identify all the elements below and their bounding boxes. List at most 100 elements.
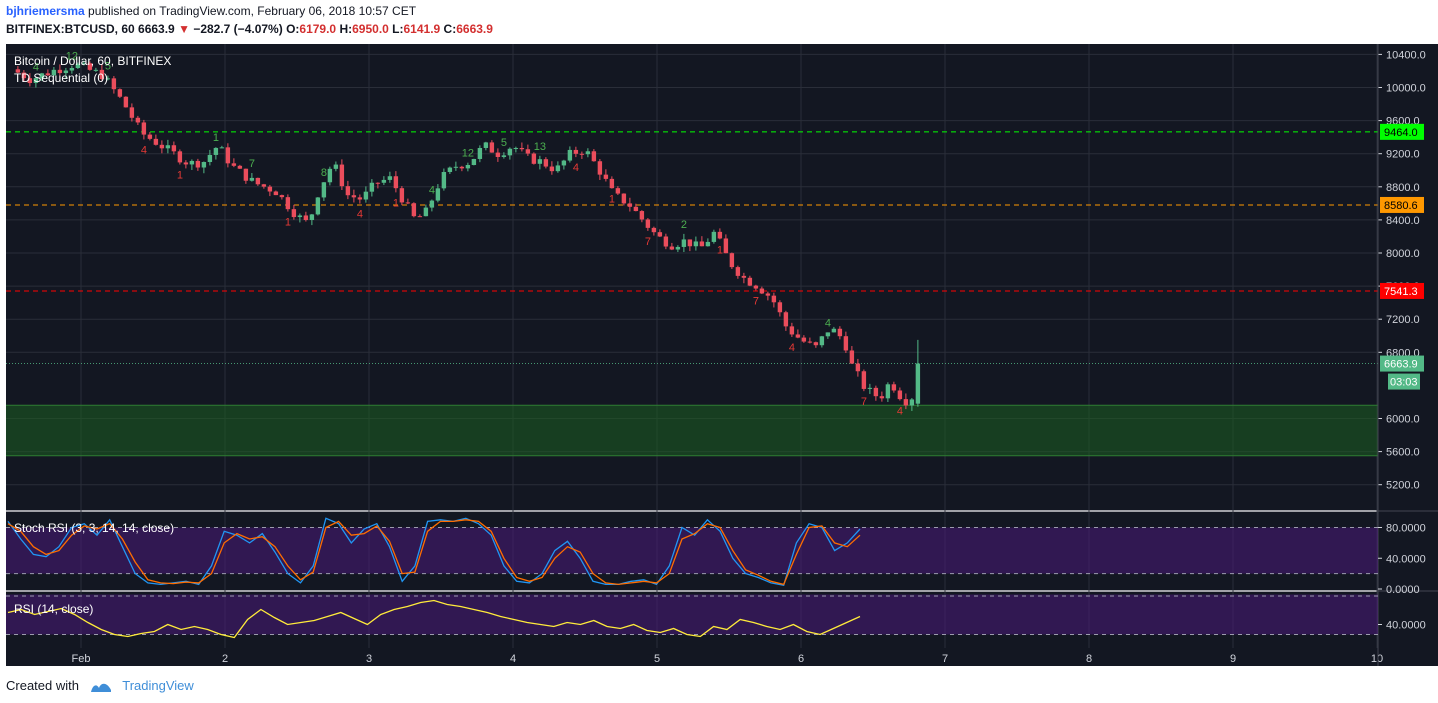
candle-body (789, 326, 795, 335)
candle-body (519, 147, 525, 150)
candle-body (477, 147, 483, 159)
td-count-label: 4 (33, 61, 39, 73)
x-tick-label: 8 (1086, 653, 1092, 665)
candle-body (735, 267, 741, 276)
candle-body (669, 246, 675, 250)
price-tag-label: 7541.3 (1384, 286, 1418, 298)
candle-body (453, 166, 459, 168)
candle-body (717, 231, 723, 239)
x-tick-label: 7 (942, 653, 948, 665)
candle-body (129, 107, 135, 118)
y-tick-label: 9200.0 (1386, 149, 1420, 161)
candle-body (333, 164, 339, 169)
td-count-label: 4 (429, 185, 435, 197)
td-count-label: 7 (249, 158, 255, 170)
candle-body (603, 174, 609, 179)
candle-body (873, 387, 879, 397)
candle-body (537, 159, 543, 164)
candle-body (261, 184, 267, 187)
candle-body (381, 179, 387, 183)
y-tick-label: 6000.0 (1386, 414, 1420, 426)
candle-body (51, 69, 57, 76)
candle-body (915, 363, 921, 404)
candle-body (591, 151, 597, 162)
price-panel-bg (6, 44, 1378, 510)
candle-body (39, 73, 45, 79)
candle-body (189, 160, 195, 165)
candle-body (579, 153, 585, 155)
candle-body (819, 336, 825, 346)
candles-group: 4 12 5 4 1 1 7 1 8 4 1 4 12 5 13 4 1 7 2 1 7 4 4 7 4 (15, 51, 921, 418)
td-count-label: 7 (753, 295, 759, 307)
candle-body (345, 186, 351, 196)
td-count-label: 7 (861, 396, 867, 408)
candle-body (693, 241, 699, 247)
symbol-label: BITFINEX:BTCUSD, 60 (6, 22, 135, 36)
candle-body (57, 69, 63, 74)
candle-body (363, 191, 369, 200)
y-tick-label: 10000.0 (1386, 83, 1426, 95)
candle-body (705, 241, 711, 247)
publish-info: published on TradingView.com, February 0… (88, 4, 417, 18)
td-count-label: 1 (393, 197, 399, 209)
candle-body (675, 246, 681, 250)
candle-body (813, 342, 819, 346)
y-tick-label: 10400.0 (1386, 49, 1426, 61)
candle-body (687, 239, 693, 247)
candle-body (105, 78, 111, 80)
candle-body (177, 151, 183, 163)
candle-body (651, 227, 657, 233)
candle-body (465, 165, 471, 169)
stoch-y-tick-label: 80.0000 (1386, 523, 1426, 535)
author-link[interactable]: bjhriemersma (6, 4, 85, 18)
candle-body (507, 148, 513, 156)
countdown-label: 03:03 (1390, 377, 1418, 389)
candle-body (315, 197, 321, 215)
candle-body (879, 396, 885, 399)
support-zone (6, 405, 1378, 456)
price-tag-label: 8580.6 (1384, 200, 1418, 212)
symbol-header: BITFINEX:BTCUSD, 60 6663.9 ▼ −282.7 (−4.… (6, 22, 493, 36)
candle-body (423, 207, 429, 217)
candle-body (351, 195, 357, 198)
candle-body (837, 328, 843, 337)
candle-body (33, 78, 39, 84)
candle-body (99, 69, 105, 79)
candle-body (747, 277, 753, 286)
td-count-label: 8 (321, 167, 327, 179)
price-change: −282.7 (−4.07%) (193, 22, 283, 36)
candle-body (159, 144, 165, 149)
publish-header: bjhriemersma published on TradingView.co… (6, 4, 416, 18)
candle-body (531, 153, 537, 164)
candle-body (171, 145, 177, 152)
candle-body (225, 147, 231, 164)
x-tick-label: 4 (510, 653, 516, 665)
candle-body (795, 334, 801, 338)
candle-body (135, 117, 141, 123)
candle-body (441, 171, 447, 189)
candle-body (627, 203, 633, 207)
y-tick-label: 7200.0 (1386, 314, 1420, 326)
candle-body (63, 70, 69, 74)
candle-body (807, 341, 813, 343)
td-count-label: 2 (681, 219, 687, 231)
candle-body (285, 197, 291, 210)
candle-body (327, 168, 333, 183)
candle-body (867, 387, 873, 389)
x-tick-label: Feb (72, 653, 91, 665)
tradingview-link[interactable]: TradingView (122, 678, 194, 693)
candle-body (525, 149, 531, 154)
candle-body (435, 188, 441, 201)
candle-body (273, 191, 279, 196)
candle-body (165, 145, 171, 149)
candle-body (339, 164, 345, 187)
candle-body (843, 336, 849, 351)
candle-body (831, 328, 837, 333)
candle-body (699, 241, 705, 247)
candle-body (297, 215, 303, 218)
candle-body (321, 182, 327, 198)
countdown-tag (1388, 373, 1420, 390)
rsi-y-tick-label: 40.0000 (1386, 620, 1426, 632)
candle-body (231, 163, 237, 166)
